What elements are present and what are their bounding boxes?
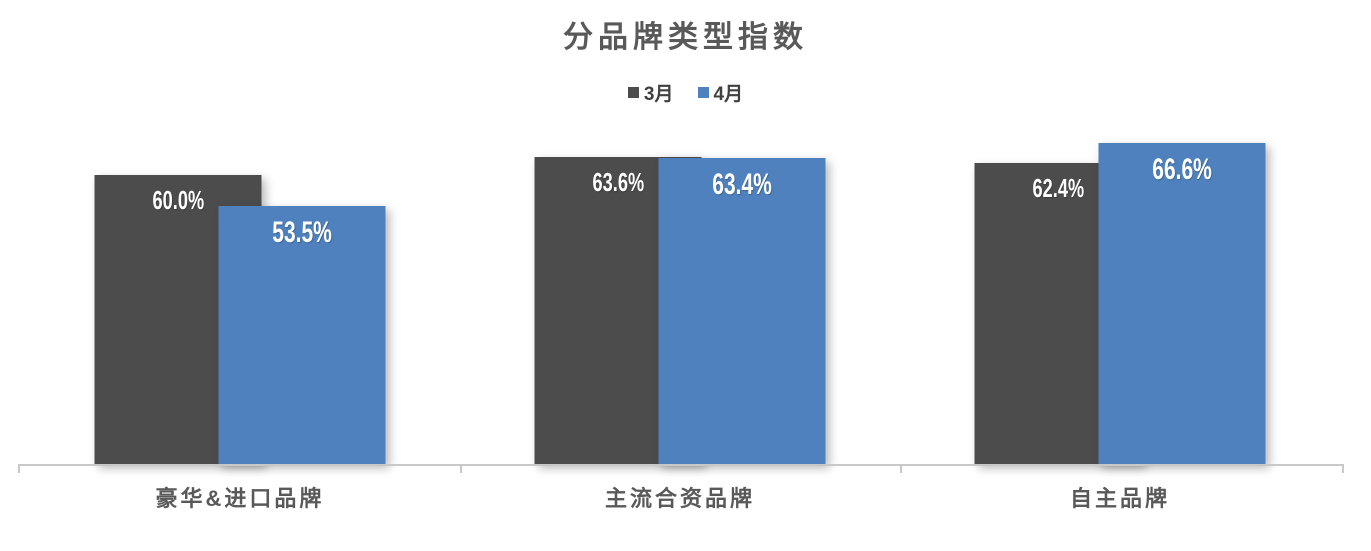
category-label-mainstream-jv: 主流合资品牌	[604, 486, 755, 511]
category-labels: 豪华&进口品牌 主流合资品牌 自主品牌	[20, 481, 1340, 513]
bar-pair: 60.0% 53.5%	[94, 0, 386, 464]
category-label-domestic: 自主品牌	[1069, 486, 1170, 511]
legend-swatch-april-icon	[697, 87, 709, 98]
bar-pair: 63.6% 63.4%	[534, 0, 826, 464]
bar-pair: 62.4% 66.6%	[974, 0, 1266, 464]
bar-value-label: 60.0%	[152, 185, 204, 215]
x-axis-line	[18, 464, 1344, 473]
bar-group-mainstream-jv: 63.6% 63.4%	[460, 0, 900, 464]
bar-value-label: 62.4%	[1032, 173, 1084, 203]
bar-value-label: 63.4%	[712, 168, 772, 201]
legend-label-april: 4月	[713, 84, 744, 105]
plot-area: 60.0% 53.5% 63.6% 63.4% 62.4%	[20, 0, 1340, 464]
category-label-luxury-import: 豪华&进口品牌	[155, 486, 325, 511]
bar-value-label: 66.6%	[1152, 153, 1212, 186]
bar-value-label: 63.6%	[592, 167, 644, 197]
axis-tick	[900, 464, 902, 473]
bar-april-mainstream-jv: 63.4%	[658, 158, 826, 464]
bar-group-domestic: 62.4% 66.6%	[900, 0, 1340, 464]
bar-april-luxury-import: 53.5%	[218, 206, 386, 464]
axis-tick	[18, 464, 20, 473]
legend-item-april: 4月	[697, 79, 744, 106]
bar-group-luxury-import: 60.0% 53.5%	[20, 0, 460, 464]
legend: 3月 4月	[0, 79, 1371, 106]
legend-item-march: 3月	[627, 79, 674, 106]
bar-value-label: 53.5%	[272, 216, 332, 249]
bar-april-domestic: 66.6%	[1098, 143, 1266, 464]
legend-swatch-march-icon	[627, 87, 639, 98]
legend-label-march: 3月	[643, 84, 674, 105]
axis-tick	[460, 464, 462, 473]
axis-tick	[1342, 464, 1344, 473]
chart-title: 分品牌类型指数	[563, 21, 808, 54]
